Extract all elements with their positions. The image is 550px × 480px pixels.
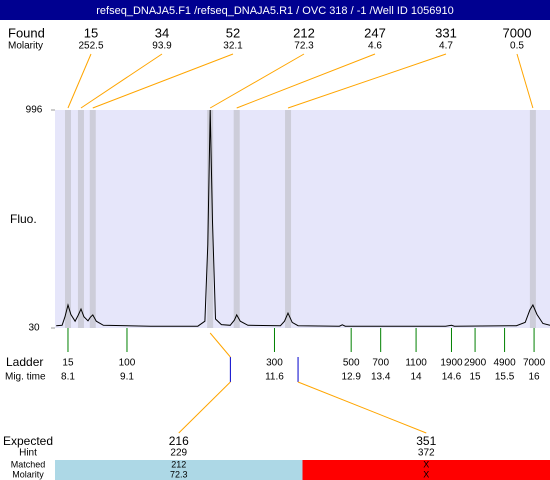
found-size: 52 <box>226 25 240 40</box>
found-molarity: 93.9 <box>152 41 172 52</box>
y-tick-label: 30 <box>28 323 40 334</box>
peak-connector <box>516 53 534 109</box>
mig-time-label: Mig. time <box>5 372 46 383</box>
found-molarity: 0.5 <box>510 41 524 52</box>
ladder-size: 2900 <box>464 358 487 369</box>
ladder-label: Ladder <box>6 355 43 369</box>
match-connector <box>209 332 231 358</box>
found-molarity: 32.1 <box>223 41 243 52</box>
ladder-time: 8.1 <box>61 372 75 383</box>
title: refseq_DNAJA5.F1 /refseq_DNAJA5.R1 / OVC… <box>96 5 453 17</box>
row-label: Hint <box>19 448 37 459</box>
ladder-size: 100 <box>119 358 136 369</box>
ladder-time: 13.4 <box>371 372 391 383</box>
expected-matched: 212 <box>171 459 186 469</box>
match-cell <box>55 460 303 480</box>
peak-band <box>89 110 96 328</box>
found-size: 212 <box>293 25 315 40</box>
row-label: Expected <box>3 434 53 448</box>
found-molarity: 252.5 <box>78 41 103 52</box>
peak-connector <box>92 53 234 109</box>
peak-connector <box>80 53 163 109</box>
expected-sizes: 216 <box>169 434 189 448</box>
row-label: Matched <box>11 459 46 469</box>
row-label: Molarity <box>12 469 44 479</box>
ladder-time: 16 <box>529 372 541 383</box>
y-label: Fluo. <box>10 212 37 226</box>
ladder-size: 300 <box>266 358 283 369</box>
expected-molarity: X <box>423 469 429 479</box>
found-size: 7000 <box>503 25 532 40</box>
title-bar <box>0 0 550 20</box>
expected-sizes: 351 <box>416 434 436 448</box>
ladder-time: 12.9 <box>341 372 361 383</box>
expected-connector <box>178 381 231 434</box>
peak-connector <box>236 53 376 109</box>
expected-hint: 372 <box>418 448 435 459</box>
peak-band <box>529 110 536 328</box>
expected-hint: 229 <box>170 448 187 459</box>
peak-connector <box>209 53 305 109</box>
found-label: Found <box>8 25 45 40</box>
peak-band <box>285 110 292 328</box>
ladder-size: 15 <box>62 358 74 369</box>
found-molarity: 4.7 <box>439 41 453 52</box>
peak-connector <box>67 53 92 109</box>
peak-band <box>207 110 214 328</box>
molarity-label: Molarity <box>8 41 43 52</box>
ladder-size: 4900 <box>493 358 516 369</box>
ladder-size: 700 <box>372 358 389 369</box>
found-size: 247 <box>364 25 386 40</box>
found-molarity: 4.6 <box>368 41 382 52</box>
ladder-size: 500 <box>343 358 360 369</box>
peak-band <box>64 110 71 328</box>
expected-connector <box>297 381 427 434</box>
ladder-size: 7000 <box>523 358 546 369</box>
ladder-time: 14 <box>411 372 423 383</box>
ladder-time: 14.6 <box>442 372 462 383</box>
ladder-time: 15.5 <box>495 372 515 383</box>
found-size: 331 <box>435 25 457 40</box>
ladder-time: 15 <box>470 372 482 383</box>
expected-molarity: 72.3 <box>170 469 188 479</box>
plot-area <box>55 110 550 328</box>
expected-matched: X <box>423 459 429 469</box>
match-cell <box>302 460 550 480</box>
peak-band <box>77 110 84 328</box>
trace <box>56 109 550 327</box>
ladder-time: 9.1 <box>120 372 134 383</box>
ladder-size: 1900 <box>440 358 463 369</box>
y-tick-label: 996 <box>26 105 43 116</box>
found-molarity: 72.3 <box>294 41 314 52</box>
found-size: 34 <box>155 25 169 40</box>
peak-connector <box>287 53 447 109</box>
ladder-time: 11.6 <box>265 372 284 383</box>
peak-band <box>233 110 240 328</box>
found-size: 15 <box>84 25 98 40</box>
ladder-size: 1100 <box>405 358 427 369</box>
